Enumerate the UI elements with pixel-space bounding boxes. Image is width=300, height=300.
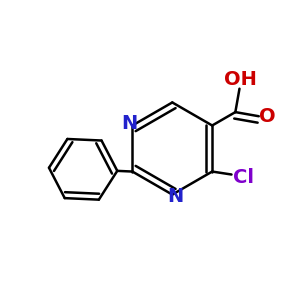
Text: N: N	[167, 187, 183, 206]
Text: O: O	[259, 107, 275, 126]
Text: Cl: Cl	[233, 168, 254, 187]
Text: OH: OH	[224, 70, 256, 89]
Text: N: N	[121, 115, 137, 134]
